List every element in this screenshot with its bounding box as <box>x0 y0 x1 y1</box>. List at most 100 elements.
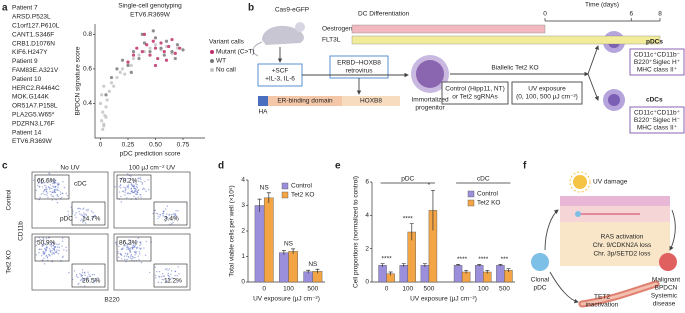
event <box>175 215 177 218</box>
event <box>141 181 143 184</box>
event <box>158 276 161 278</box>
x-tick-label: 100 <box>283 286 294 293</box>
event <box>163 279 165 281</box>
x-tick-label: 100 <box>478 286 489 293</box>
event <box>83 280 85 282</box>
point <box>173 51 177 55</box>
event <box>124 177 126 180</box>
event <box>124 191 126 193</box>
event <box>58 249 60 252</box>
y-tick-label: 2 <box>241 228 245 235</box>
point <box>159 41 163 45</box>
event <box>52 195 55 198</box>
event <box>45 243 47 246</box>
event <box>140 247 142 250</box>
event <box>41 245 44 247</box>
event <box>53 249 56 252</box>
event <box>176 281 178 283</box>
point <box>118 70 122 74</box>
event <box>129 192 132 195</box>
error-bar <box>380 263 385 267</box>
event <box>124 189 127 191</box>
skin-epidermis <box>560 196 670 206</box>
event <box>132 241 134 243</box>
event <box>57 243 59 246</box>
y-tick-label: 4 <box>241 177 245 184</box>
mutation: HERC2.R4464C <box>12 85 60 92</box>
event <box>38 251 40 254</box>
event <box>40 255 43 257</box>
pdc-marker-box <box>629 48 685 76</box>
event <box>53 191 56 193</box>
point <box>115 67 119 71</box>
event <box>79 272 81 275</box>
event <box>51 199 54 201</box>
event <box>56 189 59 191</box>
gate-percent: 50.9% <box>37 240 56 247</box>
event <box>94 280 96 283</box>
knockout-label: Biallelic Tet2 KO <box>491 65 538 72</box>
gate-percent: 14.7% <box>82 216 101 223</box>
point <box>153 43 158 47</box>
event <box>46 181 48 184</box>
legend-label: Tet2 KO <box>291 192 314 199</box>
event <box>39 196 41 199</box>
event <box>47 186 50 188</box>
event <box>57 184 59 187</box>
event <box>87 271 89 273</box>
event <box>46 192 49 194</box>
event <box>164 220 166 222</box>
event <box>77 207 79 210</box>
event <box>43 252 46 255</box>
event <box>89 275 92 277</box>
x-tick-label: 100 <box>402 286 413 293</box>
event <box>92 211 94 214</box>
event <box>51 195 53 197</box>
event <box>52 241 54 243</box>
event <box>55 199 57 201</box>
event <box>131 247 134 250</box>
uv-box <box>511 81 583 105</box>
event <box>65 250 68 252</box>
retrovirus-text: retrovirus <box>345 68 373 75</box>
event <box>81 214 84 216</box>
point <box>153 36 158 40</box>
y-tick-label: 0.6 <box>83 66 92 73</box>
flow-plot <box>31 171 109 229</box>
event <box>40 179 43 181</box>
event <box>140 193 142 196</box>
event <box>157 217 159 220</box>
event <box>78 282 80 285</box>
event <box>127 252 129 255</box>
arrow <box>669 209 676 251</box>
event <box>174 274 176 277</box>
point <box>104 93 108 97</box>
event <box>131 185 133 187</box>
point <box>164 39 169 43</box>
event <box>134 251 136 254</box>
event <box>170 214 173 216</box>
event <box>133 187 135 189</box>
event <box>35 254 37 256</box>
event <box>120 184 122 186</box>
event <box>94 278 96 280</box>
event <box>81 271 84 274</box>
event <box>137 237 140 239</box>
event <box>126 197 128 199</box>
mutation: MOK.G144K <box>12 94 50 101</box>
event <box>124 258 126 261</box>
event <box>49 244 51 246</box>
event <box>130 243 132 245</box>
event <box>84 285 86 287</box>
event <box>170 270 173 272</box>
event <box>71 278 74 281</box>
significance: **** <box>382 255 393 262</box>
event <box>131 259 133 261</box>
event <box>155 277 157 279</box>
event <box>155 212 157 215</box>
event <box>57 253 60 255</box>
event <box>75 275 78 278</box>
event <box>126 177 129 180</box>
event <box>134 190 136 193</box>
event <box>168 276 171 278</box>
